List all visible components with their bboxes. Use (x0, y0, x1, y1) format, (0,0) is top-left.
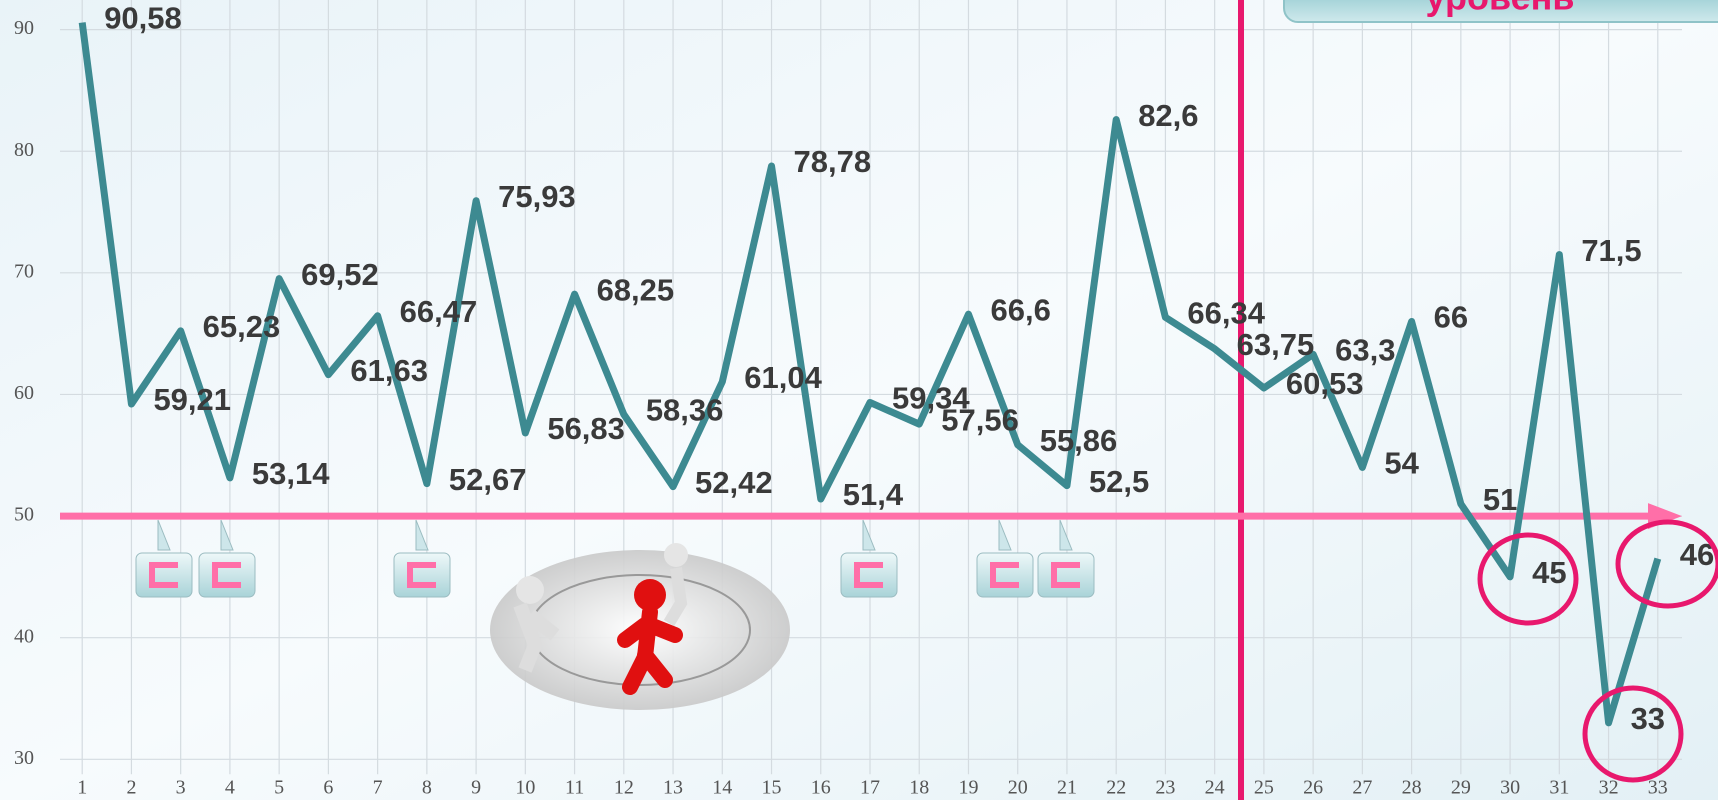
data-label: 66 (1434, 300, 1468, 335)
x-tick-label: 4 (225, 777, 235, 799)
x-tick-label: 15 (762, 777, 782, 799)
data-label: 68,25 (597, 272, 675, 307)
data-label: 52,42 (695, 465, 773, 500)
data-label: 59,34 (892, 381, 970, 416)
x-tick-label: 26 (1303, 777, 1323, 799)
y-tick-label: 40 (14, 625, 34, 647)
x-tick-label: 7 (373, 777, 383, 799)
x-tick-label: 13 (663, 777, 683, 799)
data-label: 63,3 (1335, 333, 1395, 368)
x-tick-label: 8 (422, 777, 432, 799)
data-label: 51 (1483, 482, 1517, 517)
x-tick-label: 25 (1254, 777, 1274, 799)
x-tick-label: 23 (1155, 777, 1175, 799)
data-label: 52,67 (449, 462, 527, 497)
x-tick-label: 14 (712, 777, 732, 799)
data-label: 78,78 (794, 144, 872, 179)
x-tick-label: 27 (1352, 777, 1372, 799)
data-label: 66,47 (400, 294, 478, 329)
chart-title: уровень (1425, 0, 1574, 18)
data-label: 61,04 (744, 360, 822, 395)
y-tick-label: 60 (14, 382, 34, 404)
data-label: 63,75 (1237, 327, 1315, 362)
x-tick-label: 11 (565, 777, 584, 799)
x-tick-label: 5 (274, 777, 284, 799)
runner-illustration (490, 543, 790, 710)
data-label: 66,6 (990, 292, 1050, 327)
x-tick-label: 1 (77, 777, 87, 799)
x-tick-label: 19 (958, 777, 978, 799)
x-tick-label: 2 (126, 777, 136, 799)
x-tick-label: 29 (1451, 777, 1471, 799)
x-tick-label: 9 (471, 777, 481, 799)
data-label: 59,21 (153, 382, 231, 417)
highlight-circles (1477, 519, 1718, 783)
x-tick-label: 22 (1106, 777, 1126, 799)
x-tick-label: 6 (323, 777, 333, 799)
x-tick-label: 10 (515, 777, 535, 799)
y-tick-label: 30 (14, 747, 34, 769)
data-label: 57,56 (941, 402, 1019, 437)
x-tick-label: 17 (860, 777, 880, 799)
x-tick-label: 32 (1599, 777, 1619, 799)
data-label: 61,63 (350, 353, 428, 388)
data-label: 66,34 (1187, 296, 1265, 331)
data-label: 82,6 (1138, 98, 1198, 133)
flag-icons (135, 519, 1095, 598)
data-label: 58,36 (646, 393, 724, 428)
x-tick-label: 18 (909, 777, 929, 799)
data-label: 55,86 (1040, 423, 1118, 458)
data-label: 71,5 (1581, 233, 1641, 268)
data-line (78, 22, 1662, 727)
y-tick-label: 50 (14, 504, 34, 526)
y-tick-label: 90 (14, 17, 34, 39)
data-label: 52,5 (1089, 464, 1149, 499)
data-label: 90,58 (104, 1, 182, 36)
x-tick-label: 21 (1057, 777, 1077, 799)
data-label: 51,4 (843, 477, 904, 512)
x-tick-label: 28 (1402, 777, 1422, 799)
x-tick-label: 31 (1549, 777, 1569, 799)
data-label: 75,93 (498, 179, 576, 214)
x-tick-label: 16 (811, 777, 831, 799)
y-tick-label: 70 (14, 260, 34, 282)
plot: 90,58 59,21 65,23 53,14 69,52 61,63 66,47 52,67… (60, 1, 1718, 736)
data-label: 33 (1631, 701, 1665, 736)
y-tick-label: 80 (14, 139, 34, 161)
x-tick-label: 33 (1648, 777, 1668, 799)
data-label: 60,53 (1286, 366, 1364, 401)
x-tick-label: 24 (1205, 777, 1225, 799)
data-label: 53,14 (252, 456, 330, 491)
data-label: 45 (1532, 555, 1566, 590)
data-label: 56,83 (547, 411, 625, 446)
data-label: 69,52 (301, 257, 379, 292)
x-tick-label: 20 (1008, 777, 1028, 799)
data-label: 65,23 (203, 309, 281, 344)
x-tick-label: 12 (614, 777, 634, 799)
x-tick-label: 3 (176, 777, 186, 799)
data-label: 54 (1384, 446, 1419, 481)
x-tick-label: 30 (1500, 777, 1520, 799)
title-box: уровень (1283, 0, 1718, 23)
